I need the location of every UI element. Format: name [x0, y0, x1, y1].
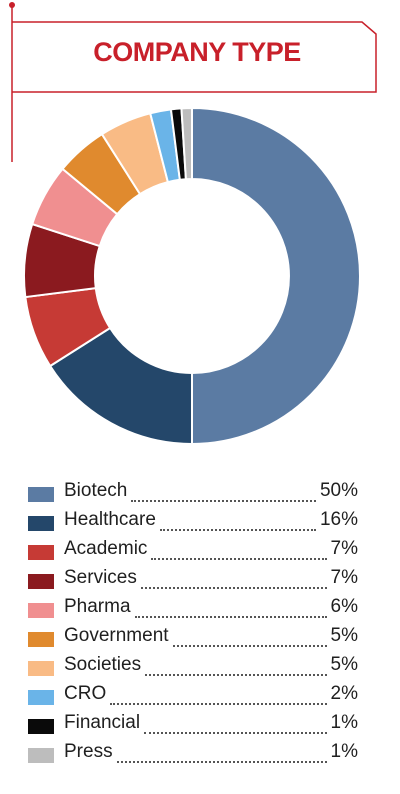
legend-item-academic: Academic 7% — [28, 538, 358, 567]
legend-leader-dots — [151, 558, 327, 560]
legend-swatch — [28, 661, 54, 676]
chart-legend: Biotech 50% Healthcare 16% Academic 7% Service… — [28, 480, 358, 770]
legend-value: 50% — [319, 480, 358, 501]
legend-swatch — [28, 516, 54, 531]
legend-value: 5% — [330, 625, 358, 646]
legend-value: 7% — [330, 567, 358, 588]
slice-press — [180, 106, 193, 181]
legend-leader-dots — [159, 529, 316, 531]
legend-value: 7% — [330, 538, 358, 559]
legend-label: Societies — [64, 654, 142, 675]
chart-title: COMPANY TYPE — [93, 36, 301, 67]
legend-swatch — [28, 632, 54, 647]
legend-label: Biotech — [64, 480, 128, 501]
legend-item-cro: CRO 2% — [28, 683, 358, 712]
legend-swatch — [28, 748, 54, 763]
legend-leader-dots — [172, 645, 327, 647]
legend-label: Pharma — [64, 596, 131, 617]
legend-label: CRO — [64, 683, 107, 704]
legend-item-financial: Financial 1% — [28, 712, 358, 741]
legend-item-government: Government 5% — [28, 625, 358, 654]
legend-leader-dots — [131, 500, 316, 502]
legend-label: Press — [64, 741, 113, 762]
legend-swatch — [28, 719, 54, 734]
slice-biotech — [191, 106, 361, 446]
legend-value: 16% — [319, 509, 358, 530]
legend-item-press: Press 1% — [28, 741, 358, 770]
legend-swatch — [28, 487, 54, 502]
donut-chart — [23, 106, 361, 446]
legend-swatch — [28, 603, 54, 618]
legend-value: 1% — [330, 712, 358, 733]
legend-label: Academic — [64, 538, 148, 559]
legend-swatch — [28, 690, 54, 705]
legend-item-healthcare: Healthcare 16% — [28, 509, 358, 538]
legend-label: Government — [64, 625, 169, 646]
legend-leader-dots — [145, 674, 327, 676]
legend-swatch — [28, 574, 54, 589]
legend-item-services: Services 7% — [28, 567, 358, 596]
legend-item-biotech: Biotech 50% — [28, 480, 358, 509]
legend-value: 6% — [330, 596, 358, 617]
legend-leader-dots — [110, 703, 327, 705]
legend-item-societies: Societies 5% — [28, 654, 358, 683]
legend-label: Services — [64, 567, 137, 588]
legend-label: Healthcare — [64, 509, 156, 530]
legend-value: 1% — [330, 741, 358, 762]
legend-value: 5% — [330, 654, 358, 675]
legend-leader-dots — [140, 587, 327, 589]
legend-item-pharma: Pharma 6% — [28, 596, 358, 625]
legend-leader-dots — [144, 732, 327, 734]
legend-swatch — [28, 545, 54, 560]
frame-outline — [12, 21, 377, 93]
legend-leader-dots — [134, 616, 327, 618]
legend-value: 2% — [330, 683, 358, 704]
legend-leader-dots — [116, 761, 327, 763]
title-frame — [9, 2, 377, 162]
legend-label: Financial — [64, 712, 141, 733]
